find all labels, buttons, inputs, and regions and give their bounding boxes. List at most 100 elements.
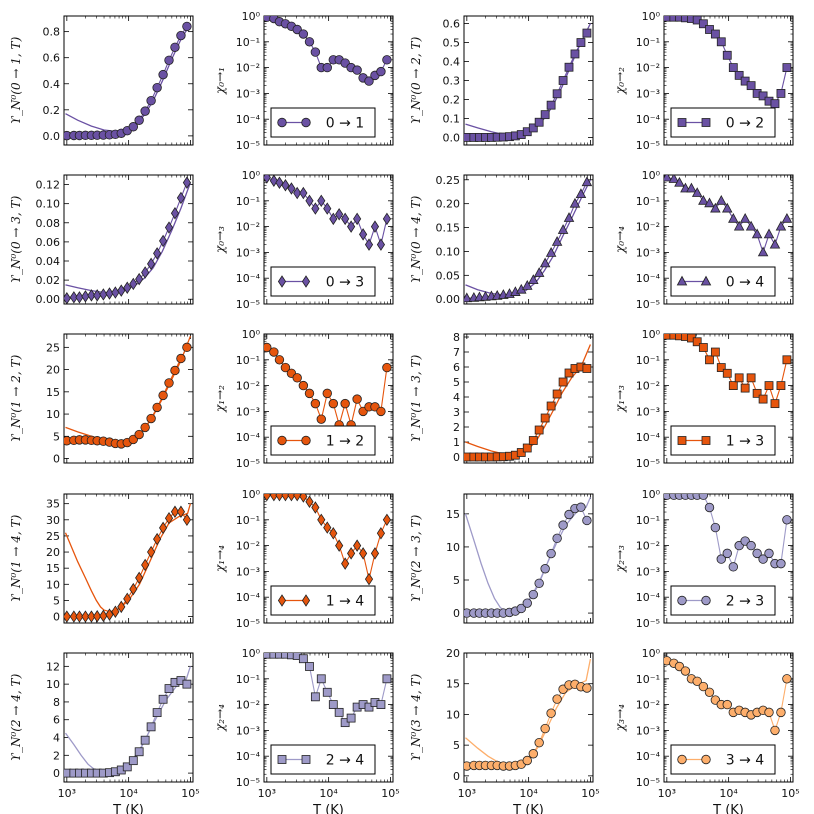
- legend-marker: [277, 117, 287, 128]
- y-tick-label: 3: [453, 406, 460, 419]
- y-tick-label: 2: [53, 749, 60, 762]
- x-tick-label: 10⁴: [519, 787, 538, 800]
- plot-area: [264, 653, 392, 728]
- data-point: [275, 494, 284, 502]
- data-point: [382, 513, 391, 527]
- data-point: [147, 545, 156, 559]
- legend-marker: [301, 594, 311, 607]
- y-tick-label: 10⁻²: [636, 62, 660, 75]
- y-tick-label: 10⁻⁴: [236, 431, 261, 444]
- y-tick-label: 30: [46, 514, 60, 527]
- data-point: [140, 422, 150, 433]
- data-point: [464, 292, 473, 303]
- y-tick-label: 0.04: [36, 255, 61, 268]
- y-axis-label: ϒ_N⁰(1 → 3, T): [409, 354, 423, 442]
- plot-area: [664, 656, 792, 736]
- fit-curve: [465, 658, 592, 767]
- y-tick-label: 15: [46, 562, 60, 575]
- y-tick-label: 0.15: [436, 222, 461, 235]
- data-point: [328, 398, 339, 409]
- data-point: [298, 380, 309, 391]
- data-point: [164, 221, 174, 234]
- legend-marker: [701, 436, 711, 445]
- y-tick-label: 10⁻³: [236, 87, 260, 100]
- data-point: [352, 394, 362, 404]
- y-tick-label: 0.3: [443, 75, 461, 88]
- y-axis-label: χ₀→₃: [213, 226, 227, 254]
- y-tick-label: 10⁻⁵: [236, 139, 260, 152]
- data-point: [117, 600, 126, 614]
- data-point: [546, 708, 556, 718]
- data-point: [317, 194, 326, 208]
- data-point: [728, 381, 738, 391]
- data-point: [575, 188, 587, 199]
- data-point: [341, 212, 350, 226]
- y-axis-label: ϒ_N⁰(0 → 3, T): [9, 195, 23, 283]
- legend-marker: [677, 754, 687, 765]
- y-tick-label: 20: [446, 647, 460, 660]
- data-point: [316, 674, 326, 684]
- y-tick-label: 0.6: [443, 18, 461, 31]
- data-point: [275, 176, 284, 189]
- panel-chi-1: 10⁰ 10⁻¹ 10⁻² 10⁻³ 10⁻⁴ 10⁻⁵ χ₀→₁ 0 → 1: [213, 10, 394, 152]
- plot-frame: [63, 15, 194, 146]
- y-tick-label: 10⁻²: [236, 699, 260, 712]
- data-point: [280, 362, 291, 373]
- data-point: [376, 238, 386, 251]
- data-point: [159, 521, 168, 535]
- data-point: [734, 70, 744, 80]
- legend-marker: [701, 595, 711, 606]
- plot-frame: [463, 15, 594, 146]
- data-point: [728, 562, 739, 572]
- data-point: [140, 106, 150, 116]
- y-tick-label: 0.06: [36, 236, 61, 249]
- data-point: [176, 30, 186, 41]
- x-tick-label: 10⁴: [119, 787, 138, 800]
- y-tick-label: 0.00: [36, 293, 61, 306]
- data-point: [164, 55, 174, 66]
- data-point: [540, 110, 550, 120]
- data-point: [359, 547, 368, 560]
- data-point: [370, 547, 380, 560]
- data-point: [686, 182, 697, 193]
- data-point: [534, 737, 544, 748]
- data-point: [551, 236, 563, 246]
- data-point: [140, 735, 150, 745]
- y-tick-label: 0.10: [36, 198, 61, 211]
- data-point: [781, 212, 793, 223]
- data-point: [293, 186, 302, 200]
- data-point: [317, 513, 326, 527]
- y-tick-label: 10⁻⁴: [636, 591, 661, 604]
- legend-label: 0 → 3: [326, 275, 364, 291]
- data-point: [782, 63, 792, 72]
- data-point: [582, 515, 592, 526]
- data-point: [304, 388, 315, 399]
- data-point: [164, 684, 174, 693]
- data-point: [299, 494, 308, 503]
- y-tick-label: 10⁻⁴: [636, 750, 661, 763]
- y-tick-label: 10⁻¹: [236, 195, 260, 208]
- y-tick-label: 0.0: [443, 131, 461, 144]
- data-point: [734, 373, 744, 383]
- data-point: [335, 208, 344, 221]
- data-point: [728, 63, 738, 72]
- x-axis-label: T (K): [312, 803, 344, 814]
- y-tick-label: 10⁻¹: [636, 673, 660, 686]
- legend-marker: [676, 275, 688, 286]
- y-axis-label: ϒ_N⁰(2 → 4, T): [9, 673, 23, 761]
- plot-area: [464, 23, 592, 142]
- panel-upsilon-14: 0 5 10 15 ϒ_N⁰(2 → 3, T): [409, 493, 594, 624]
- data-point: [746, 540, 756, 551]
- y-axis-label: ϒ_N⁰(0 → 1, T): [9, 36, 23, 124]
- data-point: [721, 202, 733, 213]
- data-point: [334, 707, 344, 717]
- y-tick-label: 25: [46, 530, 60, 543]
- data-point: [170, 42, 180, 52]
- data-point: [298, 29, 309, 39]
- data-point: [274, 355, 285, 365]
- plot-area: [464, 344, 592, 462]
- y-tick-label: 10⁻⁴: [236, 750, 261, 763]
- y-tick-label: 0.00: [436, 293, 461, 306]
- data-point: [722, 699, 732, 710]
